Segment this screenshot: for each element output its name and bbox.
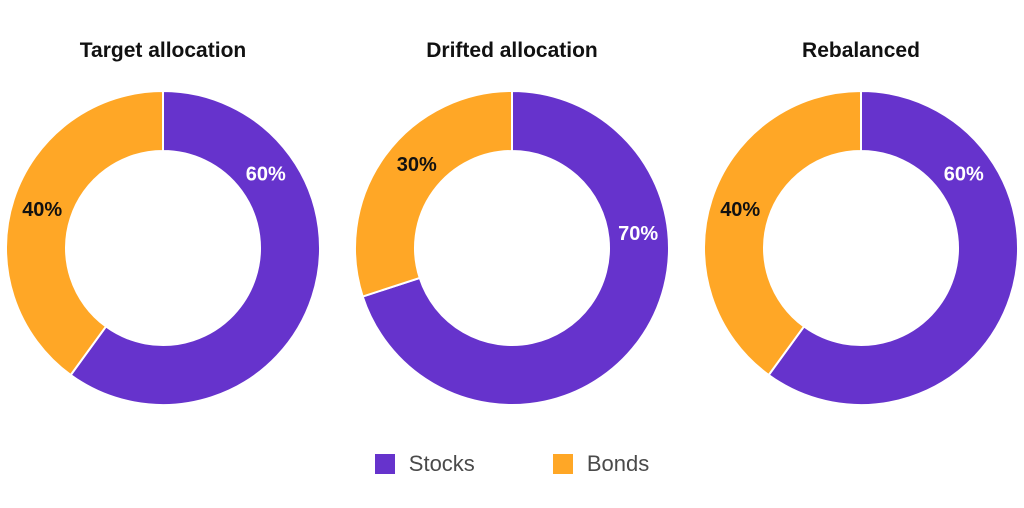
donut-chart-1: Target allocation 60% 40%	[5, 39, 321, 406]
data-label-bonds: 40%	[22, 199, 62, 221]
legend-swatch-bonds	[552, 454, 573, 474]
legend-item-stocks: Stocks	[374, 451, 475, 477]
slice-stocks	[361, 89, 670, 406]
legend: Stocks Bonds	[0, 448, 1024, 480]
legend-swatch-stocks	[374, 454, 395, 474]
slice-bonds	[354, 89, 513, 298]
slice-stocks	[767, 89, 1019, 406]
slice-stocks	[69, 89, 321, 406]
data-label-bonds: 40%	[720, 199, 760, 221]
data-label-bonds: 30%	[397, 154, 437, 176]
data-label-stocks: 70%	[618, 223, 658, 245]
data-label-stocks: 60%	[944, 163, 984, 185]
chart-title: Drifted allocation	[426, 39, 598, 62]
chart-title: Target allocation	[80, 39, 246, 62]
slice-bonds	[703, 89, 862, 377]
legend-item-bonds: Bonds	[552, 451, 650, 477]
legend-label-bonds: Bonds	[586, 451, 650, 476]
legend-label-stocks: Stocks	[408, 451, 475, 476]
donut-chart-3: Rebalanced 60% 40%	[703, 39, 1019, 406]
donut-chart-2: Drifted allocation 70% 30%	[354, 39, 670, 406]
chart-title: Rebalanced	[802, 39, 920, 62]
data-label-stocks: 60%	[246, 163, 286, 185]
slice-bonds	[5, 89, 164, 377]
